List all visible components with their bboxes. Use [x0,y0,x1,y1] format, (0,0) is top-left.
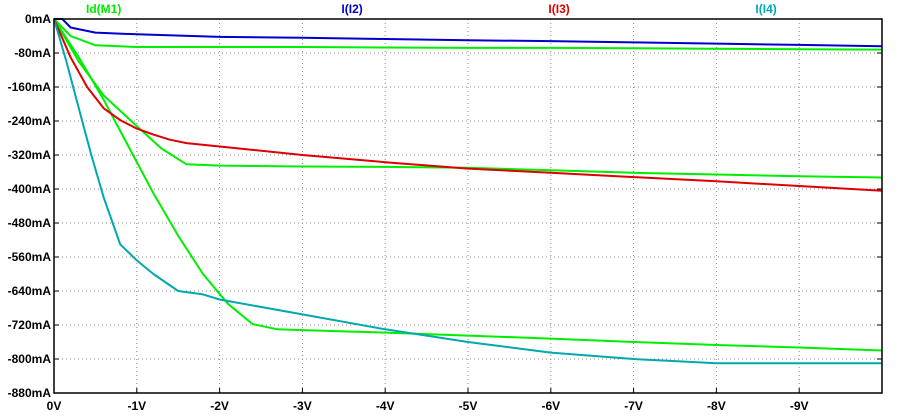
x-tick-label: -1V [127,399,146,413]
plot-frame [53,18,883,394]
y-tick-label: -80mA [14,46,51,60]
y-tick-label: -720mA [8,318,52,332]
y-tick-label: 0mA [25,12,51,26]
series-trace-5 [53,18,883,192]
x-tick-label: -8V [707,399,726,413]
y-tick-label: -320mA [8,148,52,162]
x-tick-label: -6V [541,399,560,413]
y-tick-label: -160mA [8,80,52,94]
legend-item-6: I(I4) [755,2,776,16]
legend-item-5: I(I3) [548,2,569,16]
x-tick-label: 0V [47,399,62,413]
y-tick-label: -640mA [8,284,52,298]
legend-item-4: I(I2) [341,2,362,16]
x-tick-label: -7V [624,399,643,413]
x-tick-label: -3V [293,399,312,413]
y-tick-label: -480mA [8,216,52,230]
axis-layer: 0V -1V -2V -3V -4V -5V -6V -7V -8V -9V 0mA -80mA -16… [8,12,882,413]
x-tick-label: -2V [210,399,229,413]
x-tick-label: -4V [376,399,395,413]
y-tick-label: -400mA [8,182,52,196]
y-tick-label: -560mA [8,250,52,264]
series-trace-2 [53,18,883,179]
legend: Id(M1) I(I2) I(I3) I(I4) [86,2,777,16]
series-trace-4 [54,18,883,48]
y-tick-label: -800mA [8,352,52,366]
series-layer [53,18,883,365]
x-tick-label: -5V [459,399,478,413]
y-tick-label: -880mA [8,386,52,400]
series-trace-6 [53,18,882,365]
legend-item-1: Id(M1) [86,2,121,16]
y-tick-label: -240mA [8,114,52,128]
plot-background [54,19,882,393]
series-trace-3 [53,18,883,352]
series-trace-1 [53,18,883,51]
x-tick-label: -9V [790,399,809,413]
